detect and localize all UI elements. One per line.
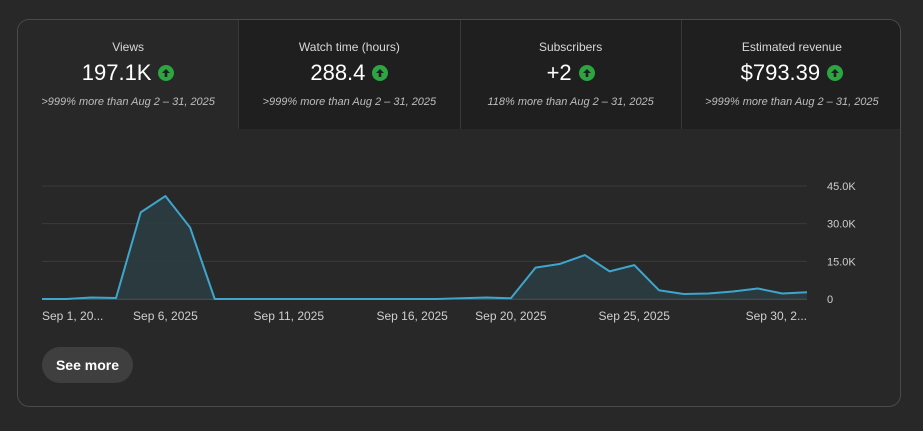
data-point[interactable] [801,286,813,298]
data-point[interactable] [505,292,517,304]
data-point[interactable] [752,282,764,294]
data-point[interactable] [36,293,48,305]
data-point[interactable] [554,258,566,270]
data-point[interactable] [480,291,492,303]
metric-label: Subscribers [538,40,603,54]
metric-value-row: 197.1K [18,60,238,86]
metric-comparison: 118% more than Aug 2 – 31, 2025 [487,96,654,108]
arrow-up-icon [158,65,175,81]
y-tick-label: 30.0K [827,219,856,231]
metric-comparison: >999% more than Aug 2 – 31, 2025 [262,96,437,108]
arrow-up-icon [372,65,389,81]
data-point[interactable] [159,190,171,202]
metric-label: Watch time (hours) [298,40,400,54]
data-point[interactable] [776,287,788,299]
data-point[interactable] [678,288,690,300]
views-chart: 0 15.0K 30.0K 45.0K Sep 1, 20... Sep 6, 2025 S… [18,129,900,344]
data-point[interactable] [406,293,418,305]
data-point[interactable] [727,285,739,297]
data-point[interactable] [357,293,369,305]
metric-value: 288.4 [310,60,366,85]
x-tick-label: Sep 16, 2025 [376,309,448,323]
data-point[interactable] [628,259,640,271]
data-point[interactable] [456,292,468,304]
data-point[interactable] [61,293,73,305]
metric-comparison: >999% more than Aug 2 – 31, 2025 [41,96,215,108]
x-tick-label: Sep 20, 2025 [475,309,547,323]
data-point[interactable] [258,293,270,305]
metric-value: +2 [546,60,572,85]
y-tick-label: 45.0K [827,181,856,193]
data-point[interactable] [653,284,665,296]
y-tick-label: 15.0K [827,256,856,268]
chart-svg: 0 15.0K 30.0K 45.0K Sep 1, 20... Sep 6, 2025 S… [36,181,856,323]
metric-tab-3[interactable]: Estimated revenue $793.39 >999% more than … [681,20,900,129]
x-tick-label: Sep 6, 2025 [133,309,198,323]
data-point[interactable] [530,262,542,274]
data-point[interactable] [381,293,393,305]
arrow-up-icon [578,65,595,81]
metric-tab-1[interactable]: Watch time (hours) 288.4 >999% more than A… [239,20,461,129]
y-tick-label: 0 [827,294,833,306]
metric-tabs: Views 197.1K >999% more than Aug 2 – 31, 2… [18,20,900,129]
metric-value-row: 288.4 [239,60,459,86]
data-point[interactable] [110,292,122,304]
analytics-card: Views 197.1K >999% more than Aug 2 – 31, 2… [17,19,901,407]
metric-value-row: $793.39 [682,60,900,86]
data-point[interactable] [579,249,591,261]
area-fill [42,196,807,299]
data-point[interactable] [332,293,344,305]
metric-value: $793.39 [740,60,821,85]
metric-label: Views [112,40,145,54]
x-tick-label: Sep 1, 20... [42,309,103,323]
metric-value-row: +2 [461,60,681,86]
metric-tab-2[interactable]: Subscribers +2 118% more than Aug 2 – 31, … [460,20,682,129]
data-point[interactable] [307,293,319,305]
metric-value: 197.1K [81,60,152,85]
series-line [42,195,808,300]
x-tick-label: Sep 30, 2... [746,309,807,323]
metric-comparison: >999% more than Aug 2 – 31, 2025 [705,96,879,108]
data-point[interactable] [135,206,147,218]
see-more-button[interactable]: See more [42,347,133,383]
data-point[interactable] [233,293,245,305]
data-point[interactable] [209,293,221,305]
data-point[interactable] [184,221,196,233]
data-point[interactable] [702,287,714,299]
data-point[interactable] [431,293,443,305]
x-tick-label: Sep 25, 2025 [599,309,671,323]
metric-label: Estimated revenue [741,40,842,54]
metric-tab-0[interactable]: Views 197.1K >999% more than Aug 2 – 31, 2… [18,20,240,129]
arrow-up-icon [827,65,844,81]
data-point[interactable] [604,265,616,277]
data-point[interactable] [85,291,97,303]
x-tick-label: Sep 11, 2025 [254,309,325,323]
data-point[interactable] [283,293,295,305]
